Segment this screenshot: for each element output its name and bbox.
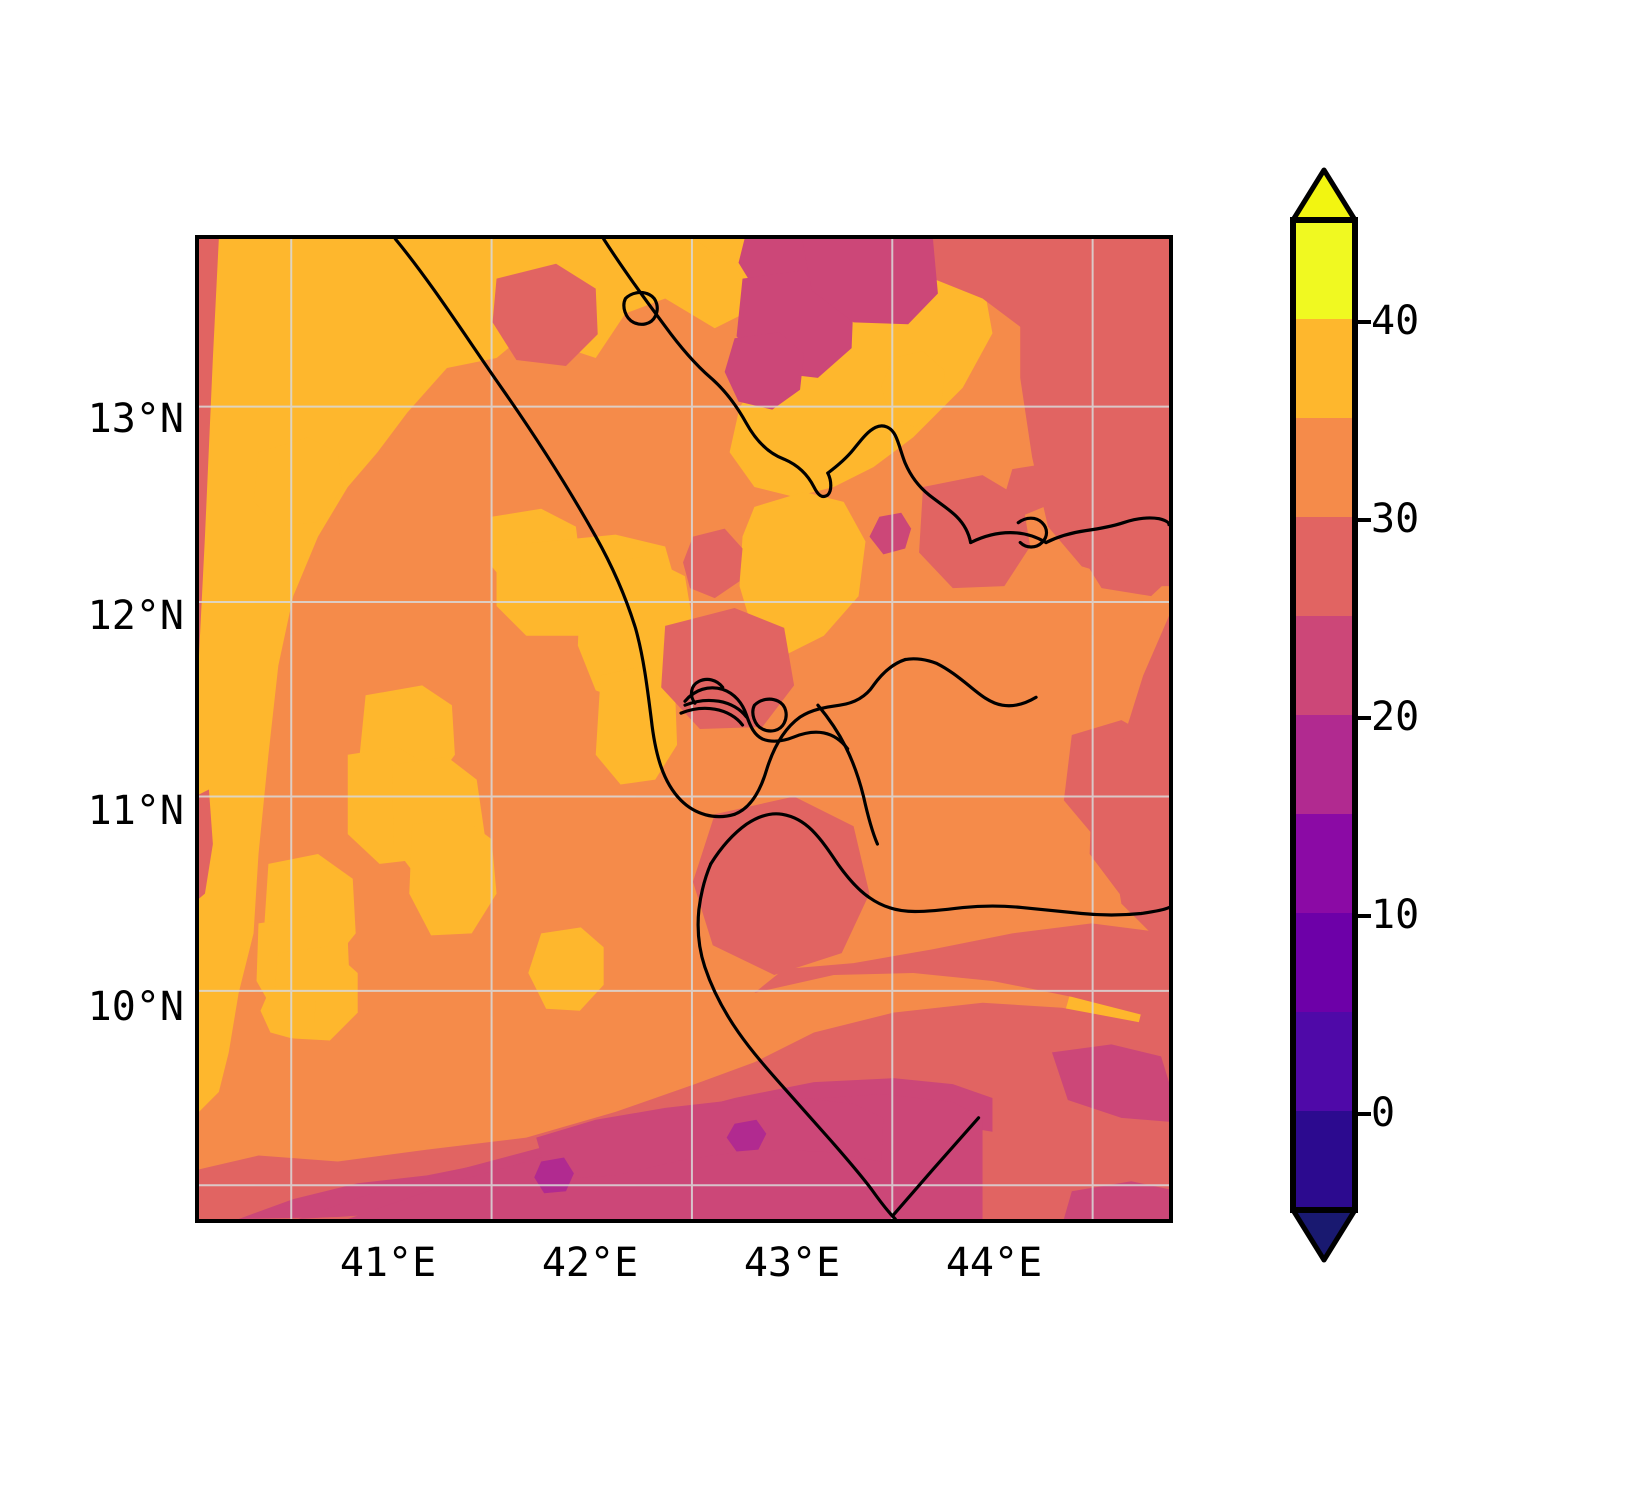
band-15-20 — [534, 1119, 767, 1194]
band-20-25 — [238, 239, 1169, 1219]
ytick-label-11N: 11°N — [87, 788, 184, 834]
colorbar-tick-label-30: 30 — [1371, 496, 1420, 542]
xtick-label-44E: 44°E — [945, 1240, 1043, 1286]
ytick-label-13N: 13°N — [87, 396, 184, 442]
colorbar-tick-label-10: 10 — [1371, 892, 1420, 938]
map-gridlines — [199, 239, 1169, 1219]
map-clip — [199, 239, 1169, 1219]
coastline-and-borders — [393, 239, 1169, 1219]
ytick-label-10N: 10°N — [87, 984, 184, 1030]
map-plot-area — [195, 235, 1173, 1223]
xtick-label-42E: 42°E — [541, 1240, 639, 1286]
ytick-label-12N: 12°N — [87, 593, 184, 639]
colorbar-tick-label-20: 20 — [1371, 694, 1420, 740]
colorbar-tick-label-0: 0 — [1371, 1090, 1396, 1136]
xtick-label-41E: 41°E — [339, 1240, 437, 1286]
colorbar-gradient — [1290, 167, 1358, 1263]
colorbar-tick-mark-10 — [1355, 914, 1371, 918]
temperature-contour-map — [199, 239, 1169, 1219]
colorbar-tick-mark-0 — [1355, 1112, 1371, 1116]
colorbar-tick-mark-20 — [1355, 716, 1371, 720]
xtick-label-43E: 43°E — [743, 1240, 841, 1286]
colorbar-tick-mark-40 — [1355, 320, 1371, 324]
colorbar-tick-label-40: 40 — [1371, 298, 1420, 344]
colorbar-tick-mark-30 — [1355, 518, 1371, 522]
colorbar: 40 30 20 10 0 — [1290, 167, 1419, 1290]
